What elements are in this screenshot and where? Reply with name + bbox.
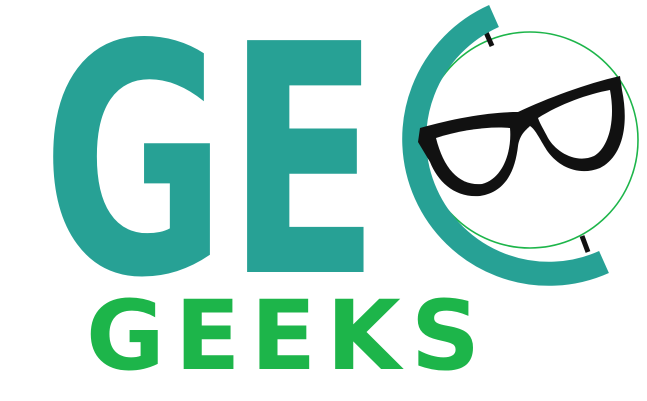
glasses [418, 76, 625, 197]
lens-right [538, 90, 613, 159]
lens-left [436, 127, 511, 185]
tagline: GEEKS [86, 280, 480, 392]
wordmark: GE [42, 0, 380, 347]
globe-pin-bottom [579, 235, 591, 253]
globe-meridian [402, 5, 609, 286]
